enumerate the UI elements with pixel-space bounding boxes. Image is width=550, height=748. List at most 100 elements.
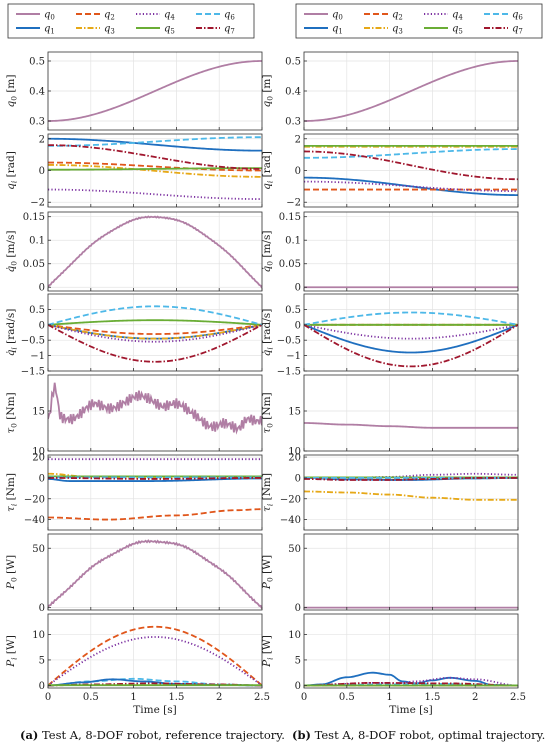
x-tick-label: 2 — [216, 692, 222, 703]
axes-frame — [303, 613, 519, 689]
legend-label-q2: q2 — [104, 10, 115, 22]
y-tick-label: −40 — [280, 515, 301, 526]
y-tick-label: 5 — [295, 655, 301, 666]
y-tick-label: 0 — [295, 473, 301, 484]
y-tick-label: 20 — [32, 453, 45, 464]
y-tick-label: 50 — [288, 544, 301, 555]
panel-reference-1: −2 0 2 qi [rad] — [5, 133, 263, 209]
x-tick-label: 2 — [472, 692, 478, 703]
legend-label-q5: q5 — [164, 24, 175, 36]
y-tick-label: −1.5 — [21, 367, 45, 378]
y-tick-label: 0.3 — [29, 117, 45, 128]
legend-label-q4: q4 — [452, 10, 463, 22]
panel-reference-2: 0 0.05 0.1 0.15 q̇0 [m/s] — [4, 211, 263, 294]
series-q0 — [304, 422, 518, 429]
series-q7 — [304, 324, 518, 368]
y-tick-label: 10 — [32, 447, 45, 458]
series-q7 — [48, 144, 262, 170]
series-q1 — [304, 323, 518, 354]
y-tick-label: 10 — [288, 630, 301, 641]
x-tick-label: 1 — [386, 692, 392, 703]
x-tick-label: 1.5 — [168, 692, 184, 703]
x-tick-label: 1.5 — [424, 692, 440, 703]
y-axis-label: q̇i [rad/s] — [260, 309, 275, 357]
series-q0 — [48, 539, 262, 610]
y-tick-label: 5 — [39, 655, 45, 666]
series-q1 — [304, 176, 518, 196]
y-tick-label: 0.15 — [23, 212, 45, 223]
y-tick-label: 0.05 — [279, 259, 301, 270]
legend-label-q3: q3 — [104, 24, 115, 36]
panel-optimal-7: 0 5 10 0 0.5 1 1.5 2 2.5 Time [s] Pi [W] — [261, 613, 526, 716]
panel-optimal-6: 0 50 P0 [W] — [261, 533, 519, 614]
y-tick-label: 0 — [295, 320, 301, 331]
series-q3 — [48, 323, 262, 340]
legend-label-q2: q2 — [392, 10, 403, 22]
y-tick-label: 0 — [39, 283, 45, 294]
axes-frame — [303, 454, 519, 531]
x-tick-label: 0.5 — [83, 692, 99, 703]
y-axis-label: τ0 [Nm] — [5, 392, 19, 433]
y-axis-label: Pi [W] — [5, 635, 19, 668]
plot-area — [48, 614, 262, 688]
series-group — [304, 311, 518, 368]
legend-label-q6: q6 — [512, 10, 523, 22]
y-tick-label: −1.5 — [277, 367, 301, 378]
y-axis-label: P0 [W] — [5, 555, 19, 590]
axes-frame — [47, 293, 263, 372]
caption-reference: (a) Test A, 8-DOF robot, reference traje… — [20, 728, 285, 742]
series-q0 — [304, 60, 518, 122]
series-q3 — [48, 164, 262, 178]
series-group — [48, 136, 262, 200]
y-axis-label: q̇0 [m/s] — [4, 231, 19, 273]
y-tick-label: −2 — [30, 198, 45, 209]
y-axis-label: q0 [m] — [5, 74, 19, 107]
panel-reference-6: 0 50 P0 [W] — [5, 533, 263, 614]
axes-frame — [303, 374, 519, 452]
series-q0 — [48, 60, 262, 122]
panel-optimal-2: 0 0.05 0.1 0.15 q̇0 [m/s] — [260, 211, 519, 294]
legend-label-q3: q3 — [392, 24, 403, 36]
series-group — [48, 625, 262, 687]
legend-label-q0: q0 — [332, 10, 343, 22]
legend-frame — [295, 3, 543, 39]
x-axis-label: Time [s] — [389, 704, 432, 716]
y-tick-label: 0.5 — [29, 57, 45, 68]
y-tick-label: 0.5 — [285, 57, 301, 68]
legend-label-q1: q1 — [44, 24, 55, 36]
panel-optimal-4: 10 15 τ0 [Nm] — [261, 374, 519, 458]
y-tick-label: −40 — [24, 515, 45, 526]
x-axis-label: Time [s] — [133, 704, 176, 716]
panel-optimal-1: −2 0 2 qi [rad] — [261, 133, 519, 209]
y-tick-label: 0 — [39, 603, 45, 614]
legend-frame — [7, 3, 255, 39]
legend-label-q5: q5 — [452, 24, 463, 36]
series-q7 — [304, 477, 518, 481]
series-q6 — [304, 311, 518, 326]
series-q5 — [48, 319, 262, 326]
legend-reference: q0 q1 q2 q3 q4 q5 q6 q7 — [7, 3, 255, 39]
y-axis-label: q0 [m] — [261, 74, 275, 107]
series-group — [48, 60, 262, 122]
y-tick-label: 10 — [32, 630, 45, 641]
panel-reference-3: −1.5 −1 −0.5 0 0.5 q̇i [rad/s] — [4, 293, 263, 378]
x-tick-label: 0 — [45, 692, 51, 703]
panel-reference-0: 0.3 0.4 0.5 q0 [m] — [5, 51, 263, 131]
y-axis-label: τi [Nm] — [261, 473, 275, 512]
x-tick-label: 2.5 — [254, 692, 270, 703]
y-tick-label: 0.1 — [29, 236, 45, 247]
y-tick-label: 0 — [295, 166, 301, 177]
series-q0 — [48, 215, 262, 289]
y-tick-label: 0.5 — [285, 305, 301, 316]
y-tick-label: 2 — [295, 134, 301, 145]
legend-optimal: q0 q1 q2 q3 q4 q5 q6 q7 — [295, 3, 543, 39]
y-tick-label: −1 — [30, 351, 45, 362]
panel-reference-7: 0 5 10 0 0.5 1 1.5 2 2.5 Time [s] Pi [W] — [5, 613, 270, 716]
panel-optimal-5: −40 −20 0 20 τi [Nm] — [261, 453, 519, 531]
series-group — [304, 422, 518, 429]
y-tick-label: −0.5 — [21, 336, 45, 347]
y-axis-label: τ0 [Nm] — [261, 392, 275, 433]
series-q4 — [48, 323, 262, 343]
series-q7 — [48, 477, 262, 480]
